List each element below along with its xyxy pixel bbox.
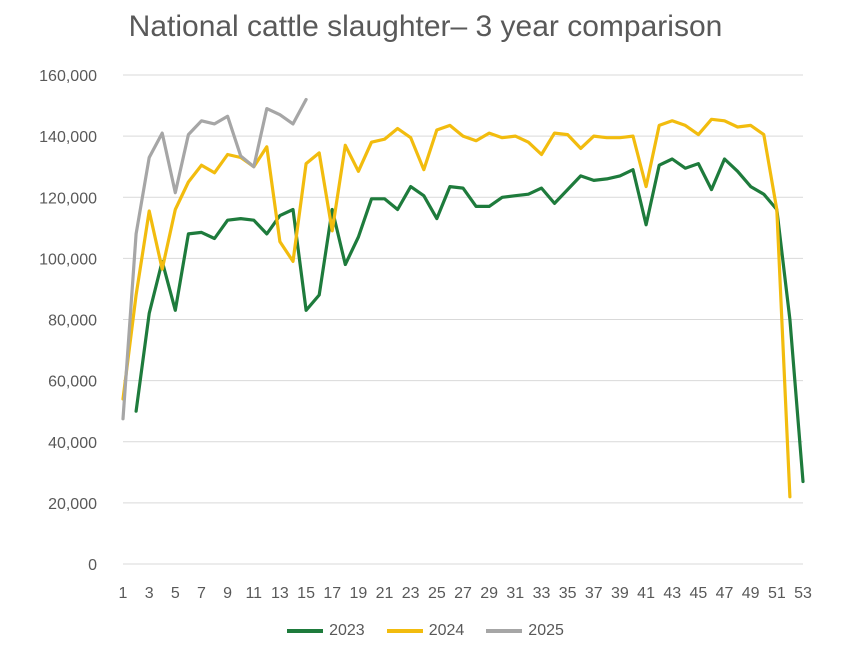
x-tick-label: 53 [794, 585, 812, 602]
legend-swatch-2023 [287, 629, 324, 633]
x-tick-label: 3 [145, 585, 154, 602]
y-tick-label: 100,000 [39, 251, 97, 268]
x-tick-label: 43 [663, 585, 681, 602]
x-tick-label: 9 [223, 585, 232, 602]
x-tick-label: 11 [245, 585, 262, 602]
x-tick-label: 17 [323, 585, 341, 602]
legend-label-2024: 2024 [428, 622, 465, 639]
y-tick-label: 0 [88, 557, 97, 574]
x-tick-label: 29 [480, 585, 498, 602]
x-tick-label: 5 [171, 585, 180, 602]
chart-title: National cattle slaughter– 3 year compar… [128, 10, 723, 43]
y-tick-label: 20,000 [48, 496, 97, 513]
y-tick-label: 120,000 [39, 190, 97, 207]
x-tick-label: 31 [506, 585, 524, 602]
x-tick-label: 21 [376, 585, 394, 602]
series-line-2024 [121, 117, 792, 499]
x-tick-label: 33 [533, 585, 551, 602]
legend-swatch-2024 [386, 629, 423, 633]
legend-item-2024: 2024 [386, 622, 465, 640]
y-tick-label: 60,000 [48, 374, 97, 391]
x-tick-label: 1 [119, 585, 128, 602]
x-tick-label: 13 [271, 585, 289, 602]
legend-item-2023: 2023 [287, 622, 365, 640]
y-tick-label: 80,000 [48, 313, 97, 330]
series-line-2023 [134, 157, 805, 484]
x-tick-label: 49 [742, 585, 760, 602]
x-tick-label: 23 [402, 585, 420, 602]
x-tick-label: 39 [611, 585, 629, 602]
x-tick-label: 15 [297, 585, 315, 602]
legend-swatch-2025 [486, 629, 523, 633]
x-tick-label: 41 [637, 585, 655, 602]
x-tick-label: 25 [428, 585, 446, 602]
legend-item-2025: 2025 [486, 622, 564, 640]
x-tick-label: 37 [585, 585, 603, 602]
y-tick-label: 160,000 [39, 68, 97, 85]
series-line-2025 [121, 97, 308, 421]
x-tick-label: 27 [454, 585, 472, 602]
x-tick-label: 51 [768, 585, 786, 602]
y-tick-label: 40,000 [48, 435, 97, 452]
x-tick-label: 35 [559, 585, 577, 602]
x-tick-label: 47 [716, 585, 734, 602]
legend-label-2023: 2023 [329, 622, 365, 639]
legend-label-2025: 2025 [528, 622, 564, 639]
x-tick-label: 45 [689, 585, 707, 602]
y-tick-label: 140,000 [39, 129, 97, 146]
x-tick-label: 7 [197, 585, 206, 602]
legend: 2023 2024 2025 [0, 622, 851, 640]
x-tick-label: 19 [349, 585, 367, 602]
